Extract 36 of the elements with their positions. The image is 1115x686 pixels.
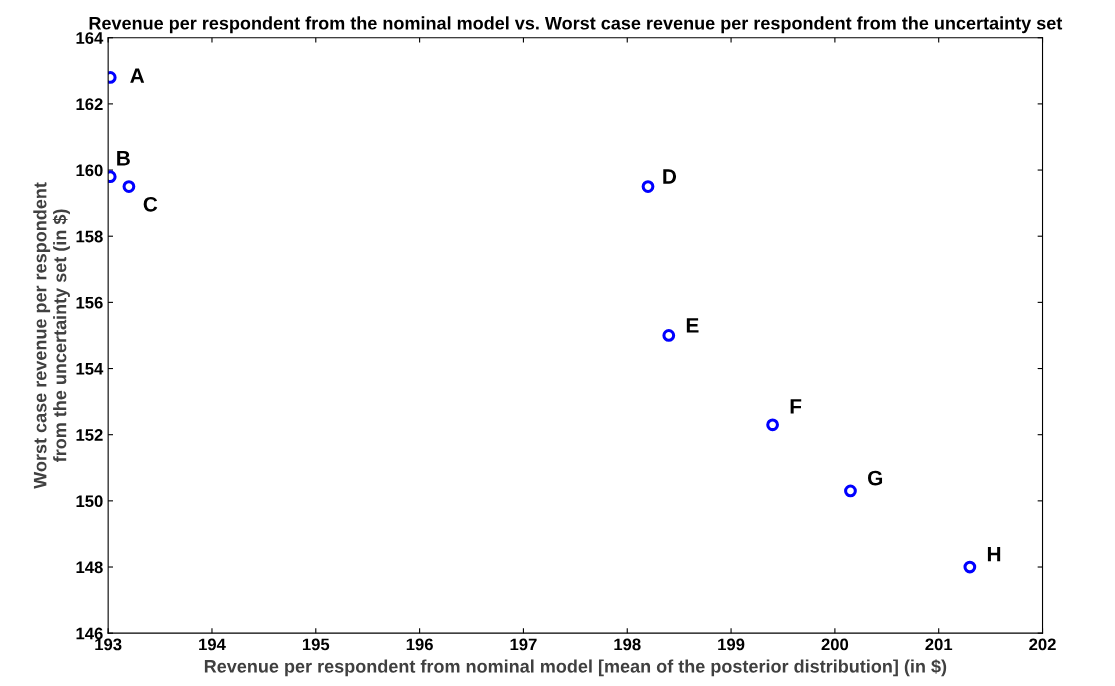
y-tick-label: 156	[76, 296, 103, 309]
x-axis-title: Revenue per respondent from nominal model [mean of the posterior distribution] (in $)	[204, 659, 947, 677]
x-tick-label: 195	[302, 638, 330, 651]
y-tick-label: 160	[76, 164, 103, 177]
x-tick-label: 196	[406, 638, 433, 651]
x-tick-label: 198	[614, 638, 641, 651]
x-tick-label: 200	[821, 638, 849, 651]
annotation: F	[790, 399, 802, 414]
annotation: H	[987, 546, 1001, 562]
y-tick-label: 146	[76, 627, 103, 640]
x-tick-label: 194	[199, 638, 226, 651]
x-tick-label: 199	[718, 638, 745, 651]
annotation: E	[686, 318, 699, 333]
annotation: G	[867, 470, 883, 486]
annotation: C	[143, 196, 158, 212]
y-tick-label: 162	[76, 98, 103, 111]
x-tick-label: 197	[510, 638, 537, 651]
y-tick-label: 152	[76, 429, 103, 441]
y-tick-label: 148	[76, 561, 103, 574]
y-tick-label: 164	[76, 32, 104, 44]
point	[641, 180, 655, 193]
annotation: B	[117, 151, 130, 166]
point	[963, 560, 977, 574]
y-tick-label: 158	[76, 230, 103, 243]
annotation: D	[663, 169, 677, 184]
y-tick-label: 154	[76, 363, 104, 375]
x-tick-label: 193	[95, 638, 122, 651]
y-tick-label: 150	[76, 495, 103, 508]
point	[662, 329, 676, 342]
annotation: A	[130, 68, 145, 83]
x-tick-label: 201	[925, 638, 953, 651]
point	[844, 484, 857, 498]
y-axis-title: Worst case revenue per respondent from the uncertainty set (in $)	[33, 182, 70, 489]
point	[122, 180, 136, 193]
point	[766, 418, 779, 432]
x-tick-label: 202	[1029, 638, 1056, 651]
